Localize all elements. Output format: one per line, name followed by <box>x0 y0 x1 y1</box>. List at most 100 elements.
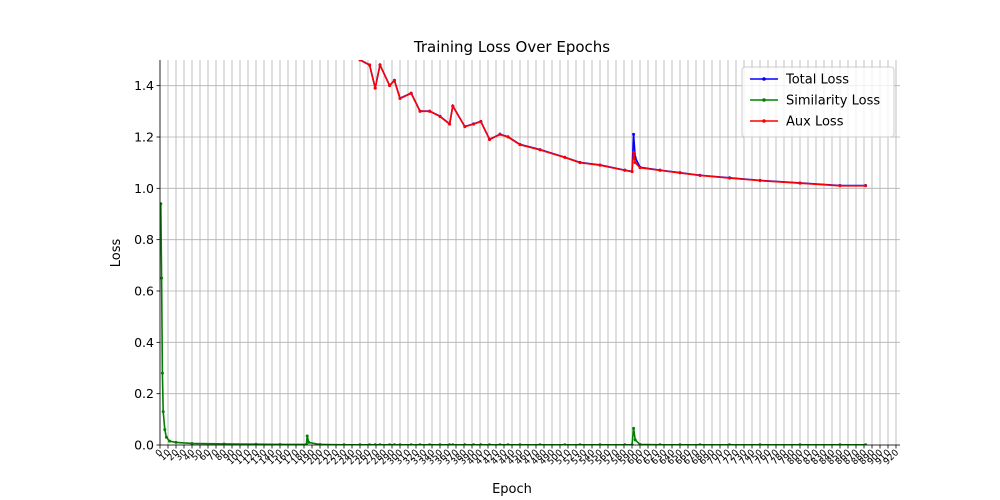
point <box>698 174 702 177</box>
point <box>278 442 282 445</box>
point <box>160 202 163 206</box>
point <box>518 143 522 147</box>
point <box>307 15 310 18</box>
point <box>307 12 310 15</box>
point <box>630 443 634 445</box>
point <box>633 438 637 442</box>
point <box>698 443 702 445</box>
y-axis-label: Loss <box>109 239 124 268</box>
point <box>632 426 636 430</box>
point <box>388 443 392 445</box>
point <box>168 439 172 443</box>
point <box>305 12 308 15</box>
point <box>838 443 842 445</box>
point <box>306 12 309 15</box>
point <box>358 60 362 62</box>
y-tick-label: 0.2 <box>134 386 154 401</box>
point <box>451 104 455 108</box>
point <box>368 443 372 445</box>
point <box>160 276 164 280</box>
legend-label: Similarity Loss <box>786 94 880 109</box>
point <box>358 443 362 445</box>
chart-title: Training Loss Over Epochs <box>413 38 610 56</box>
point <box>488 138 492 142</box>
point <box>306 3 309 6</box>
point <box>864 443 868 445</box>
point <box>728 443 732 445</box>
point <box>418 109 422 113</box>
legend-label: Aux Loss <box>786 115 844 130</box>
y-tick-label: 1.4 <box>134 78 154 93</box>
point <box>305 434 309 438</box>
point <box>318 442 322 445</box>
point <box>319 25 322 28</box>
point <box>598 163 602 167</box>
y-tick-label: 1.2 <box>134 130 154 145</box>
point <box>388 84 392 88</box>
y-tick-label: 0.6 <box>134 284 154 299</box>
point <box>164 435 168 439</box>
point <box>638 442 642 445</box>
point <box>438 114 442 118</box>
point <box>448 122 452 126</box>
y-tick-label: 0.0 <box>134 438 154 453</box>
point <box>305 12 308 15</box>
point <box>864 184 868 188</box>
point <box>438 443 442 445</box>
point <box>409 91 413 95</box>
point <box>409 443 413 445</box>
point <box>190 441 194 445</box>
point <box>378 443 382 445</box>
point <box>498 132 502 136</box>
x-axis-label: Epoch <box>492 482 532 497</box>
point <box>838 184 842 188</box>
point <box>632 150 636 154</box>
point <box>598 443 602 445</box>
point <box>563 443 567 445</box>
legend-label: Total Loss <box>785 73 849 88</box>
legend-marker <box>762 77 766 81</box>
grid <box>159 60 900 446</box>
point <box>472 122 476 126</box>
y-tick-label: 1.0 <box>134 181 154 196</box>
point <box>538 148 542 152</box>
point <box>758 179 762 183</box>
point <box>678 443 682 445</box>
point <box>506 443 510 445</box>
point <box>623 443 627 445</box>
point <box>428 443 432 445</box>
point <box>373 86 377 90</box>
point <box>798 181 802 185</box>
point <box>479 443 483 445</box>
point <box>392 443 396 445</box>
point <box>563 156 567 160</box>
point <box>161 410 165 414</box>
point <box>373 443 377 445</box>
point <box>658 443 662 445</box>
point <box>498 443 502 445</box>
y-tick-label: 0.8 <box>134 232 154 247</box>
point <box>633 161 637 165</box>
point <box>254 442 258 445</box>
point <box>160 371 164 375</box>
point <box>378 63 382 67</box>
point <box>630 170 634 174</box>
point <box>638 166 642 170</box>
point <box>392 79 396 83</box>
point <box>728 176 732 180</box>
point <box>758 443 762 445</box>
legend: Total Loss Similarity Loss Aux Loss <box>741 66 895 138</box>
point <box>632 132 636 136</box>
point <box>343 51 346 54</box>
x-tick-label: 0 <box>154 448 165 459</box>
axes: 0102030405060708090100110120130140150160… <box>134 60 901 467</box>
point <box>368 63 372 67</box>
point <box>658 168 662 172</box>
point <box>448 443 452 445</box>
point <box>578 161 582 165</box>
point <box>678 171 682 175</box>
point <box>463 443 467 445</box>
point <box>479 120 483 124</box>
point <box>451 443 455 445</box>
